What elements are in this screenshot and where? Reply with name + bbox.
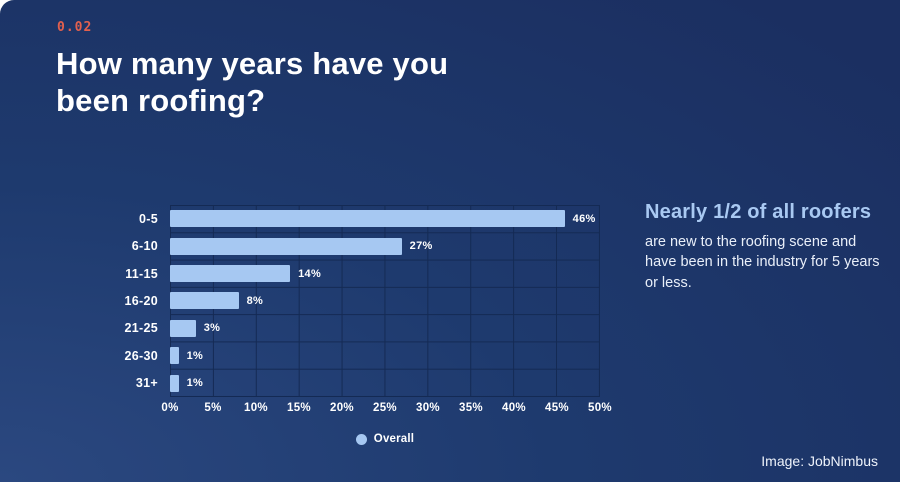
x-tick-label: 10% xyxy=(244,402,268,414)
x-tick-label: 15% xyxy=(287,402,311,414)
bar xyxy=(170,374,179,392)
bar-value-label: 3% xyxy=(203,322,221,335)
chart-legend: Overall xyxy=(170,433,600,445)
x-tick-label: 45% xyxy=(545,402,569,414)
section-index: 0.02 xyxy=(57,20,93,35)
bar-value-label: 27% xyxy=(409,240,433,253)
x-tick-label: 0% xyxy=(161,402,179,414)
bar-row: 1% xyxy=(170,370,599,397)
bar-value-label: 1% xyxy=(186,349,204,362)
category-labels: 0-5 6-10 11-15 16-20 21-25 26-30 31+ xyxy=(0,205,158,397)
callout-body: are new to the roofing scene and have be… xyxy=(645,234,880,291)
bar-row: 1% xyxy=(170,342,599,369)
x-tick-label: 5% xyxy=(204,402,222,414)
x-tick-label: 30% xyxy=(416,402,440,414)
bar-rows: 46% 27% 14% 8% 3% 1% 1% xyxy=(170,205,599,397)
bar-value-label: 8% xyxy=(246,294,264,307)
callout-headline: Nearly 1/2 of all roofers xyxy=(645,201,872,223)
bar-row: 8% xyxy=(170,287,599,314)
category-label: 6-10 xyxy=(131,239,158,254)
x-tick-label: 25% xyxy=(373,402,397,414)
x-tick-label: 40% xyxy=(502,402,526,414)
legend-dot-icon xyxy=(355,433,367,445)
category-label: 26-30 xyxy=(124,348,158,363)
category-label: 21-25 xyxy=(124,321,158,336)
bar xyxy=(170,292,239,310)
category-label: 11-15 xyxy=(125,266,158,281)
bar-value-label: 46% xyxy=(572,212,596,225)
bar xyxy=(170,347,179,365)
callout: Nearly 1/2 of all roofers are new to the… xyxy=(645,201,885,293)
x-tick-label: 20% xyxy=(330,402,354,414)
bar xyxy=(170,210,565,228)
category-label: 16-20 xyxy=(124,293,158,308)
bar xyxy=(170,265,291,283)
bar-chart-plot: 46% 27% 14% 8% 3% 1% 1% xyxy=(170,205,600,397)
category-label: 0-5 xyxy=(139,211,158,226)
bar xyxy=(170,319,196,337)
bar-row: 3% xyxy=(170,315,599,342)
x-tick-label: 35% xyxy=(459,402,483,414)
image-credit: Image: JobNimbus xyxy=(761,453,878,469)
legend-label: Overall xyxy=(373,433,415,445)
bar-row: 27% xyxy=(170,232,599,259)
bar-row: 14% xyxy=(170,260,599,287)
bar-row: 46% xyxy=(170,205,599,232)
x-tick-label: 50% xyxy=(588,402,612,414)
bar-value-label: 1% xyxy=(186,377,204,390)
x-axis: 0% 5% 10% 15% 20% 25% 30% 35% 40% 45% 50% xyxy=(161,402,611,418)
bar-value-label: 14% xyxy=(298,267,322,280)
page-title: How many years have you been roofing? xyxy=(56,46,449,118)
category-label: 31+ xyxy=(135,376,158,391)
bar xyxy=(170,237,402,255)
